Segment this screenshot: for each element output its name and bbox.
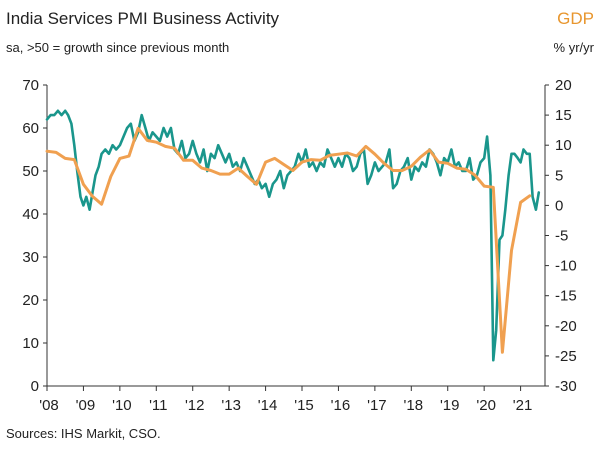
right-tick-label: -15 [555,288,577,305]
right-tick-label: 10 [555,137,572,154]
x-tick-label: '13 [221,397,241,414]
chart-title: India Services PMI Business Activity [6,9,280,28]
x-tick-label: '21 [513,397,533,414]
left-tick-label: 60 [22,120,39,137]
right-tick-label: -10 [555,258,577,275]
source-note: Sources: IHS Markit, CSO. [6,426,161,441]
right-tick-label: -20 [555,318,577,335]
right-tick-label: 15 [555,107,572,124]
pmi-series-line [45,109,541,362]
left-tick-label: 40 [22,206,39,223]
left-tick-label: 10 [22,335,39,352]
left-tick-label: 0 [31,378,39,395]
x-tick-label: '20 [476,397,496,414]
right-tick-label: 20 [555,77,572,94]
gdp-series-line [45,126,532,354]
left-tick-label: 20 [22,292,39,309]
right-axis-label: % yr/yr [554,40,595,55]
x-tick-label: '15 [294,397,314,414]
x-tick-label: '09 [76,397,96,414]
left-tick-label: 30 [22,249,39,266]
series-lines [45,109,541,362]
right-tick-label: -25 [555,348,577,365]
x-tick-label: '08 [39,397,59,414]
left-tick-label: 70 [22,77,39,94]
x-tick-label: '17 [367,397,387,414]
right-tick-label: 5 [555,167,563,184]
right-tick-label: -30 [555,378,577,395]
x-tick-label: '12 [185,397,205,414]
x-tick-label: '19 [440,397,460,414]
x-tick-label: '18 [404,397,424,414]
chart-subtitle: sa, >50 = growth since previous month [6,40,229,55]
right-axis-title: GDP [557,9,594,28]
x-tick-label: '14 [258,397,278,414]
right-tick-label: 0 [555,197,563,214]
left-tick-label: 50 [22,163,39,180]
right-tick-label: -5 [555,228,568,245]
axes: 0 10 20 30 40 50 60 70 -30 -25 -20 -15 -10 -5 0 5 10 15 20… [22,77,576,414]
x-tick-label: '10 [112,397,132,414]
x-tick-label: '16 [331,397,351,414]
x-tick-label: '11 [149,397,167,414]
